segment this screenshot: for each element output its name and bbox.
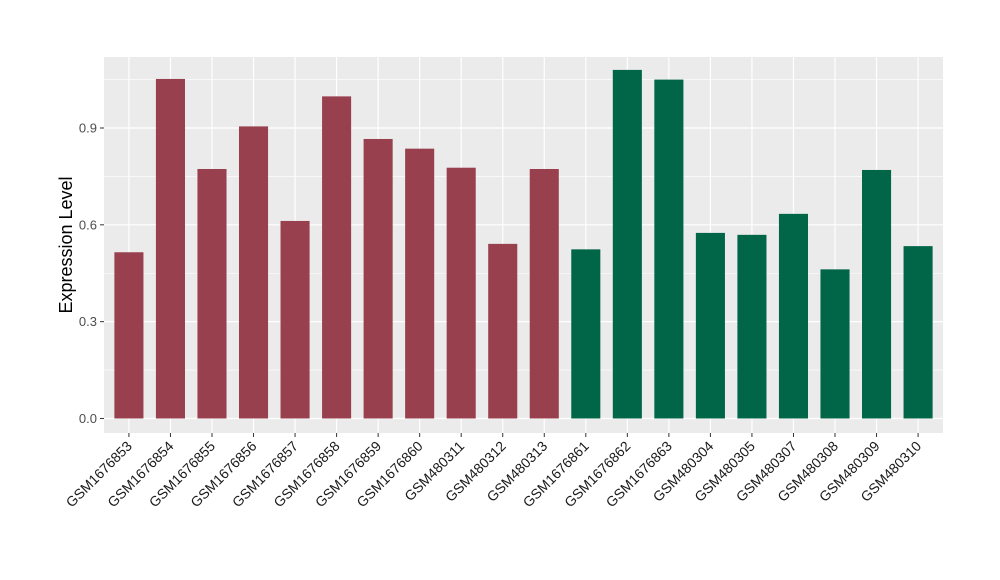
y-axis-title: Expression Level [56, 176, 76, 313]
bar [737, 234, 767, 419]
bar [612, 69, 642, 419]
bar [820, 269, 850, 419]
bar [446, 167, 476, 419]
bar [571, 249, 601, 419]
bar [654, 79, 684, 419]
y-axis: 0.0 0.3 0.6 0.9 [79, 121, 104, 426]
bar [405, 148, 435, 419]
bar [903, 246, 933, 419]
bar [529, 168, 559, 419]
y-tick-label: 0.6 [79, 217, 97, 232]
y-tick-label: 0.3 [79, 314, 97, 329]
bar [695, 232, 725, 419]
bar [197, 168, 227, 419]
bar [862, 169, 892, 419]
bar [155, 78, 185, 419]
x-axis: GSM1676853GSM1676854GSM1676855GSM1676856… [63, 433, 924, 510]
y-tick-label: 0.9 [79, 121, 97, 136]
bar [363, 138, 393, 419]
bars [114, 69, 933, 419]
bar [778, 213, 809, 419]
bar [238, 126, 269, 419]
bar [114, 252, 144, 419]
plot-panel [104, 57, 943, 433]
bar [488, 243, 518, 419]
y-tick-label: 0.0 [79, 411, 97, 426]
bar [280, 220, 310, 419]
bar [322, 96, 352, 419]
